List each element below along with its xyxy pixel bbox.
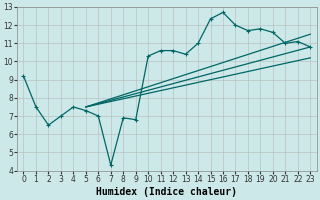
X-axis label: Humidex (Indice chaleur): Humidex (Indice chaleur) bbox=[96, 186, 237, 197]
